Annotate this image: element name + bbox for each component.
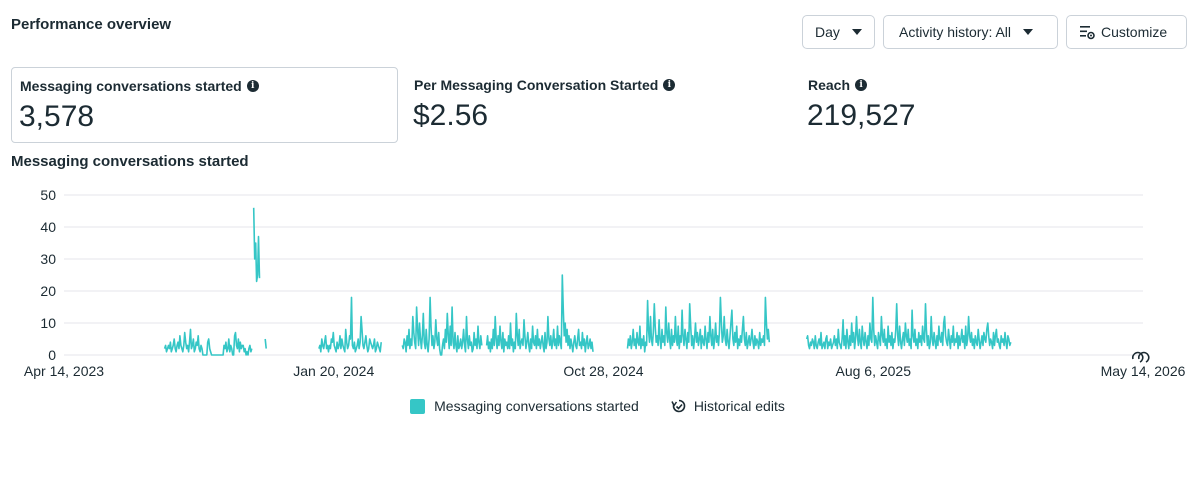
caret-down-icon bbox=[851, 29, 862, 35]
y-tick-label: 0 bbox=[48, 347, 56, 363]
x-tick-label: Aug 6, 2025 bbox=[835, 363, 911, 379]
metric-label: Messaging conversations started bbox=[20, 78, 242, 94]
chart-legend: Messaging conversations started Historic… bbox=[0, 398, 1195, 414]
metric-value: 219,527 bbox=[807, 99, 916, 132]
metric-label-wrap: Per Messaging Conversation Started i bbox=[414, 77, 676, 93]
activity-history-dropdown[interactable]: Activity history: All bbox=[883, 15, 1058, 49]
legend-item-historical-edits[interactable]: Historical edits bbox=[671, 398, 785, 414]
metric-label: Reach bbox=[808, 77, 851, 93]
customize-button[interactable]: Customize bbox=[1066, 15, 1187, 49]
y-tick-label: 40 bbox=[40, 219, 56, 235]
y-tick-label: 10 bbox=[40, 315, 56, 331]
activity-history-label: Activity history: All bbox=[899, 24, 1012, 40]
historical-edits-marker-icon bbox=[1131, 351, 1150, 363]
series-line bbox=[401, 296, 483, 356]
series-line bbox=[805, 296, 1012, 350]
y-tick-label: 50 bbox=[40, 187, 56, 203]
x-tick-label: Jan 20, 2024 bbox=[293, 363, 374, 379]
legend-item-series[interactable]: Messaging conversations started bbox=[410, 398, 639, 414]
x-tick-label: May 14, 2026 bbox=[1101, 363, 1186, 379]
customize-icon bbox=[1080, 26, 1095, 40]
x-tick-label: Oct 28, 2024 bbox=[563, 363, 643, 379]
series-line bbox=[318, 296, 382, 353]
info-icon[interactable]: i bbox=[246, 80, 259, 92]
marker-arc bbox=[1131, 351, 1144, 363]
legend-history-label: Historical edits bbox=[693, 398, 785, 414]
info-icon[interactable]: i bbox=[855, 79, 868, 91]
metric-card-conversations[interactable]: Messaging conversations started i 3,578 bbox=[11, 67, 398, 143]
metric-value: $2.56 bbox=[413, 99, 489, 132]
metric-label-wrap: Reach i bbox=[808, 77, 868, 93]
metric-card-reach[interactable]: Reach i 219,527 bbox=[800, 67, 1180, 143]
info-icon[interactable]: i bbox=[663, 79, 676, 91]
caret-down-icon bbox=[1023, 29, 1034, 35]
marker-arc bbox=[1137, 351, 1150, 363]
page-title: Performance overview bbox=[11, 16, 172, 33]
metric-value: 3,578 bbox=[19, 100, 95, 133]
date-granularity-dropdown[interactable]: Day bbox=[802, 15, 875, 49]
line-chart[interactable]: 0 10 20 30 40 50 Apr 14, 2023 Jan 20, 2024 Oct 2… bbox=[0, 180, 1195, 385]
customize-label: Customize bbox=[1101, 24, 1168, 40]
chart-title: Messaging conversations started bbox=[11, 153, 249, 170]
legend-series-label: Messaging conversations started bbox=[434, 398, 639, 414]
metric-label-wrap: Messaging conversations started i bbox=[20, 78, 259, 94]
series-line bbox=[264, 338, 267, 349]
metric-card-cost-per-conversation[interactable]: Per Messaging Conversation Started i $2.… bbox=[406, 67, 786, 143]
series-line bbox=[252, 207, 261, 283]
series-line bbox=[163, 328, 253, 356]
metric-label: Per Messaging Conversation Started bbox=[414, 77, 659, 93]
x-tick-label: Apr 14, 2023 bbox=[24, 363, 104, 379]
historical-edits-icon bbox=[671, 399, 686, 413]
y-tick-label: 30 bbox=[40, 251, 56, 267]
series-line bbox=[485, 274, 594, 353]
series-line bbox=[626, 296, 771, 353]
day-label: Day bbox=[815, 24, 840, 40]
legend-swatch bbox=[410, 398, 426, 414]
y-tick-label: 20 bbox=[40, 283, 56, 299]
